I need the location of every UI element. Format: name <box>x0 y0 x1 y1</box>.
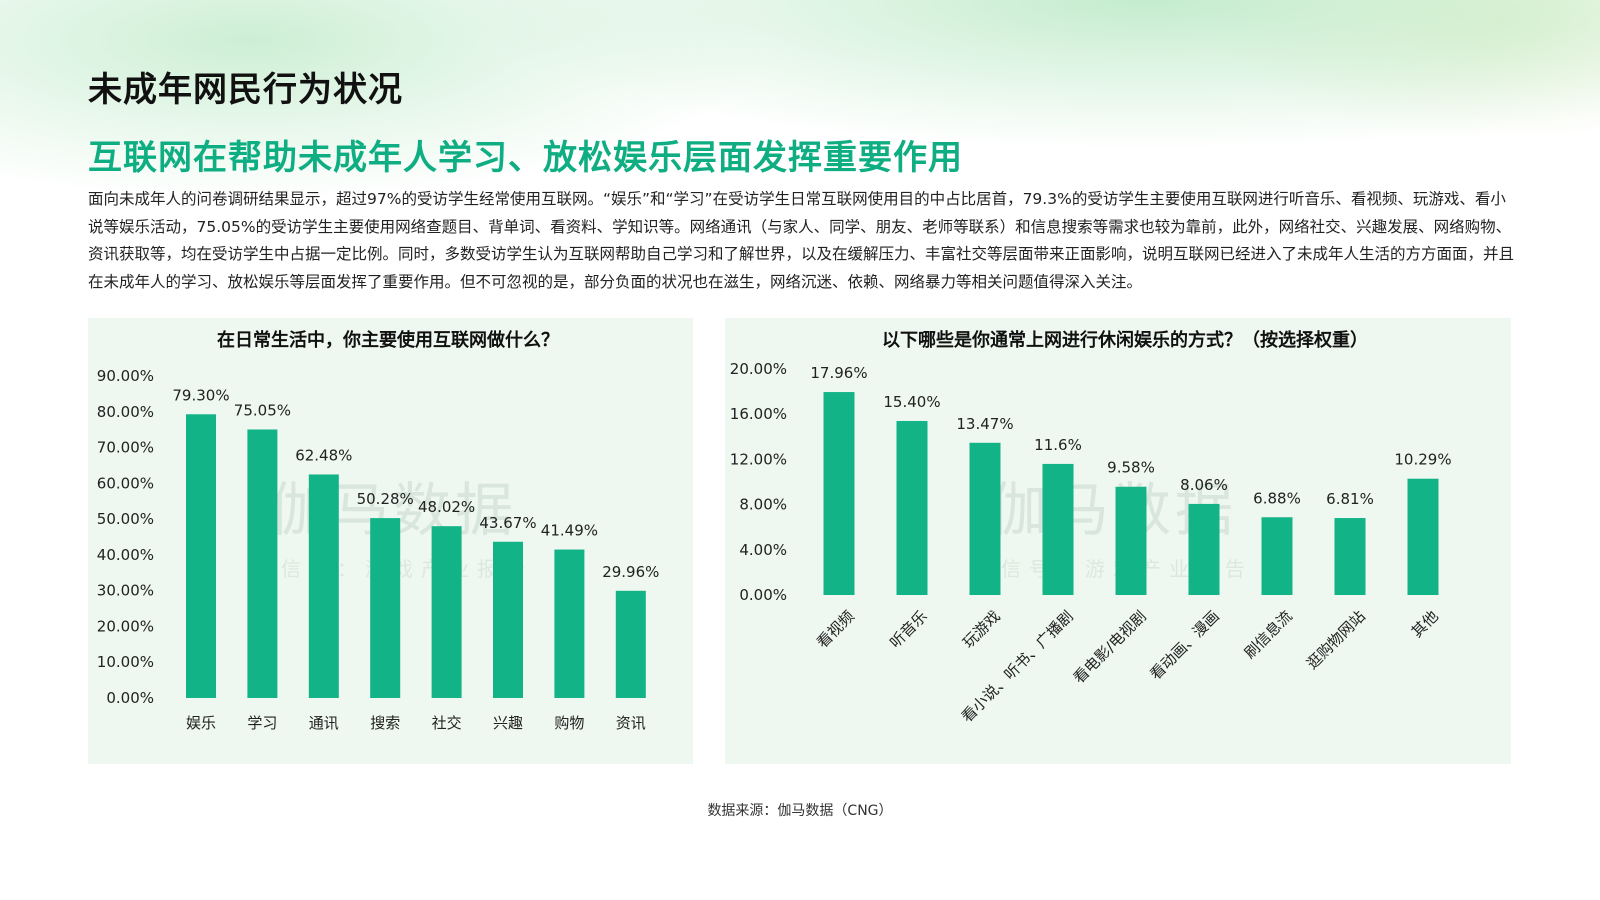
chart-usage-purpose: 伽马数据微信号：游戏产业报告在日常生活中，你主要使用互联网做什么？0.00%10… <box>97 329 660 732</box>
category-label: 刷信息流 <box>1241 607 1296 662</box>
category-label: 搜索 <box>370 714 400 732</box>
y-tick-label: 90.00% <box>97 367 154 385</box>
category-label: 社交 <box>432 714 462 732</box>
y-tick-label: 4.00% <box>739 541 787 559</box>
data-label: 79.30% <box>172 386 229 404</box>
y-tick-label: 20.00% <box>97 617 154 635</box>
data-label: 43.67% <box>479 514 536 532</box>
data-label: 8.06% <box>1180 476 1228 494</box>
bar <box>493 541 523 698</box>
data-label: 17.96% <box>810 364 867 382</box>
data-label: 48.02% <box>418 498 475 516</box>
data-label: 75.05% <box>234 401 291 419</box>
bar <box>370 518 401 698</box>
category-label: 兴趣 <box>493 714 523 732</box>
y-tick-label: 70.00% <box>97 439 154 457</box>
bar <box>1188 503 1220 595</box>
chart-panel-leisure-methods: 伽马数据 微信号：游戏产业报告 以下哪些是你通常上网进行休闲娱乐的方式？（按选择权重… <box>725 318 1511 764</box>
bar <box>186 414 216 698</box>
category-label: 看电影/电视剧 <box>1070 607 1150 687</box>
y-tick-label: 80.00% <box>97 403 154 421</box>
chart-title: 以下哪些是你通常上网进行休闲娱乐的方式？（按选择权重） <box>882 329 1368 351</box>
y-tick-label: 40.00% <box>97 546 154 564</box>
bar <box>969 442 1001 595</box>
bar <box>247 429 278 698</box>
data-label: 29.96% <box>602 563 659 581</box>
background-glow <box>0 0 1600 260</box>
category-label: 学习 <box>247 714 277 732</box>
y-tick-label: 0.00% <box>106 689 154 707</box>
y-tick-label: 0.00% <box>739 586 787 604</box>
category-label: 玩游戏 <box>959 607 1004 652</box>
y-tick-label: 50.00% <box>97 510 154 528</box>
y-tick-label: 10.00% <box>97 653 154 671</box>
bar <box>431 526 462 698</box>
data-label: 10.29% <box>1394 451 1451 469</box>
data-label: 6.88% <box>1253 489 1301 507</box>
data-label: 13.47% <box>956 415 1013 433</box>
category-label: 购物 <box>554 714 584 732</box>
bar <box>615 590 646 698</box>
data-source: 数据来源：伽马数据（CNG） <box>707 803 893 819</box>
y-tick-label: 16.00% <box>730 405 787 423</box>
bar <box>1115 486 1147 595</box>
bar <box>1261 517 1293 595</box>
y-tick-label: 12.00% <box>730 450 787 468</box>
y-tick-label: 30.00% <box>97 582 154 600</box>
data-label: 6.81% <box>1326 490 1374 508</box>
bar <box>1407 478 1439 595</box>
data-label: 15.40% <box>883 393 940 411</box>
bar <box>1042 463 1074 595</box>
category-label: 听音乐 <box>886 607 931 652</box>
category-label: 其他 <box>1408 607 1442 641</box>
y-tick-label: 8.00% <box>739 496 787 514</box>
data-label: 41.49% <box>541 522 598 540</box>
chart-title: 在日常生活中，你主要使用互联网做什么？ <box>217 329 559 351</box>
bar <box>554 549 585 698</box>
data-label: 11.6% <box>1034 436 1082 454</box>
y-tick-label: 60.00% <box>97 474 154 492</box>
intro-paragraph: 面向未成年人的问卷调研结果显示，超过97%的受访学生经常使用互联网。“娱乐”和“… <box>88 190 1515 291</box>
headline: 互联网在帮助未成年人学习、放松娱乐层面发挥重要作用 <box>88 138 963 178</box>
category-label: 娱乐 <box>186 714 216 732</box>
chart-leisure-methods: 伽马数据微信号：游戏产业报告以下哪些是你通常上网进行休闲娱乐的方式？（按选择权重… <box>730 329 1452 726</box>
category-label: 看动画、漫画 <box>1146 607 1222 683</box>
y-tick-label: 20.00% <box>730 360 787 378</box>
bar <box>823 392 855 595</box>
data-label: 9.58% <box>1107 459 1155 477</box>
category-label: 看视频 <box>813 607 858 652</box>
category-label: 资讯 <box>616 714 646 732</box>
chart-panel-usage-purpose: 伽马数据微信号：游戏产业报告在日常生活中，你主要使用互联网做什么？0.00%10… <box>88 318 693 764</box>
bar <box>1334 518 1366 595</box>
bar <box>308 474 339 698</box>
page-title: 未成年网民行为状况 <box>88 70 403 110</box>
data-label: 62.48% <box>295 446 352 464</box>
bar <box>896 420 928 595</box>
category-label: 逛购物网站 <box>1303 607 1369 673</box>
data-label: 50.28% <box>357 490 414 508</box>
category-label: 通讯 <box>309 714 339 732</box>
